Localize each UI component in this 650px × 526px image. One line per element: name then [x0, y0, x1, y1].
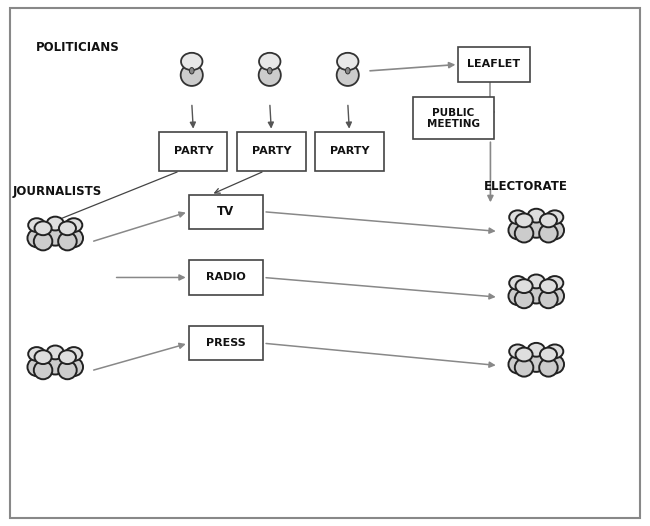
Ellipse shape [46, 357, 64, 375]
Circle shape [528, 343, 545, 357]
Ellipse shape [515, 290, 533, 308]
Circle shape [540, 279, 557, 293]
Ellipse shape [527, 285, 545, 304]
Ellipse shape [545, 356, 564, 373]
Ellipse shape [259, 64, 281, 86]
Circle shape [181, 53, 203, 70]
Circle shape [540, 214, 557, 227]
FancyBboxPatch shape [10, 8, 640, 518]
Ellipse shape [267, 67, 272, 74]
Circle shape [34, 350, 51, 364]
Ellipse shape [58, 232, 77, 250]
Text: PARTY: PARTY [330, 146, 369, 156]
Circle shape [28, 218, 46, 232]
Ellipse shape [46, 227, 64, 246]
FancyBboxPatch shape [315, 132, 384, 171]
Ellipse shape [508, 287, 527, 305]
Circle shape [528, 275, 545, 288]
Circle shape [515, 348, 532, 361]
Text: LEAFLET: LEAFLET [467, 59, 521, 69]
Ellipse shape [527, 353, 545, 372]
Circle shape [65, 218, 83, 232]
FancyBboxPatch shape [188, 260, 263, 295]
Circle shape [515, 214, 532, 227]
Text: JOURNALISTS: JOURNALISTS [13, 186, 102, 198]
Text: PUBLIC
MEETING: PUBLIC MEETING [427, 107, 480, 129]
Circle shape [337, 53, 359, 70]
Ellipse shape [34, 361, 52, 379]
Ellipse shape [189, 67, 194, 74]
Text: POLITICIANS: POLITICIANS [36, 41, 120, 54]
Circle shape [546, 345, 564, 358]
Ellipse shape [34, 232, 52, 250]
Ellipse shape [545, 221, 564, 239]
Ellipse shape [508, 356, 527, 373]
Ellipse shape [539, 359, 558, 377]
Ellipse shape [515, 224, 533, 242]
Circle shape [259, 53, 281, 70]
Circle shape [28, 347, 46, 361]
Ellipse shape [27, 229, 46, 247]
Circle shape [540, 348, 557, 361]
Circle shape [34, 221, 51, 235]
Circle shape [47, 217, 64, 230]
Circle shape [59, 221, 76, 235]
Ellipse shape [545, 287, 564, 305]
FancyBboxPatch shape [458, 47, 530, 82]
FancyBboxPatch shape [413, 97, 494, 139]
Ellipse shape [181, 64, 203, 86]
Circle shape [509, 345, 527, 358]
Ellipse shape [58, 361, 77, 379]
Text: PRESS: PRESS [206, 338, 246, 348]
Circle shape [47, 346, 64, 359]
Text: ELECTORATE: ELECTORATE [484, 180, 568, 193]
Ellipse shape [508, 221, 527, 239]
Circle shape [515, 279, 532, 293]
Text: PARTY: PARTY [252, 146, 291, 156]
Circle shape [509, 276, 527, 290]
Ellipse shape [539, 290, 558, 308]
FancyBboxPatch shape [188, 195, 263, 229]
Ellipse shape [64, 358, 83, 376]
Circle shape [59, 350, 76, 364]
Circle shape [509, 210, 527, 224]
Ellipse shape [27, 358, 46, 376]
Ellipse shape [64, 229, 83, 247]
Ellipse shape [527, 220, 545, 238]
Circle shape [546, 210, 564, 224]
Ellipse shape [337, 64, 359, 86]
FancyBboxPatch shape [159, 132, 228, 171]
Text: RADIO: RADIO [206, 272, 246, 282]
Ellipse shape [539, 224, 558, 242]
FancyBboxPatch shape [188, 326, 263, 360]
Circle shape [65, 347, 83, 361]
Text: TV: TV [217, 205, 235, 218]
Circle shape [546, 276, 564, 290]
Text: PARTY: PARTY [174, 146, 213, 156]
FancyBboxPatch shape [237, 132, 306, 171]
Ellipse shape [345, 67, 350, 74]
Circle shape [528, 209, 545, 222]
Ellipse shape [515, 359, 533, 377]
